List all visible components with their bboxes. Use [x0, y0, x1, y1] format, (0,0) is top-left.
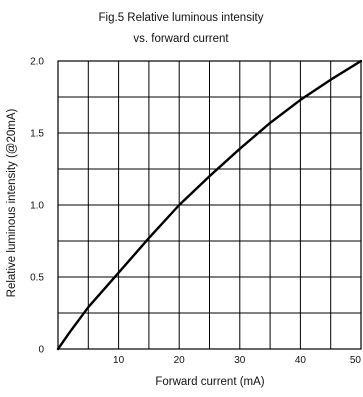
series-line — [56, 59, 363, 351]
x-tick-label: 30 — [234, 355, 246, 366]
y-tick-label: 0.5 — [30, 273, 44, 284]
x-tick-label: 10 — [113, 355, 125, 366]
y-axis-label: Relative luminous intensity (@20mA) — [6, 108, 18, 297]
y-tick-label: 2.0 — [30, 57, 44, 68]
x-tick-label: 40 — [295, 355, 307, 366]
y-tick-labels: 0 0.5 1.0 1.5 2.0 — [30, 57, 44, 356]
chart-subtitle: vs. forward current — [133, 33, 229, 45]
x-tick-label: 50 — [350, 355, 362, 366]
x-axis-label: Forward current (mA) — [155, 376, 264, 388]
x-tick-label: 20 — [174, 355, 186, 366]
grid-lines — [58, 61, 361, 349]
series-layer — [56, 59, 363, 351]
plot-frame — [57, 60, 362, 350]
y-tick-label: 1.0 — [30, 201, 44, 212]
y-tick-label: 1.5 — [30, 129, 44, 140]
y-tick-label: 0 — [38, 345, 44, 356]
chart-title: Fig.5 Relative luminous intensity — [99, 12, 264, 24]
x-tick-labels: 10 20 30 40 50 — [113, 355, 361, 366]
plot-frame-border — [57, 60, 362, 350]
